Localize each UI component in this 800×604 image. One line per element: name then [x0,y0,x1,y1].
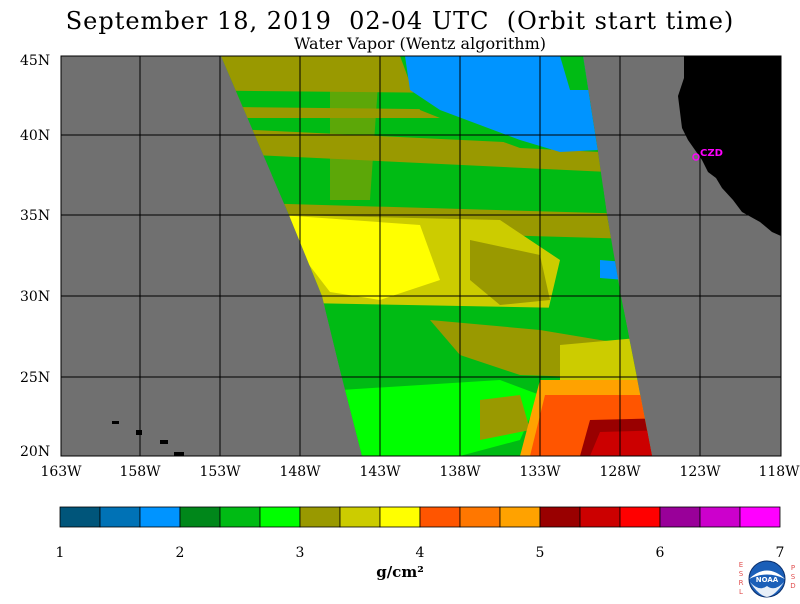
colorbar-swatch [499,506,541,528]
lon-label: 138W [439,464,481,480]
lon-label: 128W [599,464,641,480]
lat-label: 20N [20,444,50,460]
logo-letter: L [739,588,743,596]
logo-letter: R [739,579,744,587]
colorbar-swatch [139,506,181,528]
colorbar-swatch [419,506,461,528]
lon-label: 118W [758,464,800,480]
logo-letter: S [739,570,744,578]
colorbar-tick-label: 7 [776,545,785,561]
logo-letter: D [790,582,795,590]
colorbar-swatch [619,506,661,528]
latitude-labels: 45N 40N 35N 30N 25N 20N [20,53,50,460]
map-title: September 18, 2019 02-04 UTC (Orbit star… [65,7,735,35]
lon-label: 148W [279,464,321,480]
lat-label: 25N [20,370,50,386]
colorbar-swatch [579,506,621,528]
colorbar-tick-label: 2 [176,545,185,561]
colorbar-swatch [299,506,341,528]
station-marker-icon [692,153,700,161]
colorbar-swatch [379,506,421,528]
colorbar-swatch [339,506,381,528]
colorbar-swatch [739,506,781,528]
lat-label: 30N [20,289,50,305]
colorbar-tick-label: 1 [56,545,65,561]
units-label: g/cm² [376,563,424,581]
noaa-emblem-icon: E S R L P S D NOAA [739,560,796,598]
lon-label: 143W [359,464,401,480]
colorbar-swatch [539,506,581,528]
colorbar-tick-label: 6 [656,545,665,561]
colorbar-tick-label: 5 [536,545,545,561]
map-frame [60,55,782,457]
longitude-labels: 163W 158W 153W 148W 143W 138W 133W 128W … [40,464,800,480]
colorbar-swatch [179,506,221,528]
land-north-america [678,56,781,236]
station-label: CZD [700,148,723,159]
noaa-logo: E S R L P S D NOAA [735,558,797,604]
lat-label: 45N [20,53,50,69]
lon-label: 153W [199,464,241,480]
colorbar-swatch [59,506,101,528]
colorbar-swatch [699,506,741,528]
colorbar-swatch [259,506,301,528]
lon-label: 163W [40,464,82,480]
logo-letter: P [791,564,795,572]
logo-letter: S [791,573,796,581]
hawaii-islands [112,421,184,456]
lat-label: 40N [20,128,50,144]
lon-label: 123W [679,464,721,480]
map-subtitle: Water Vapor (Wentz algorithm) [293,34,546,53]
colorbar-tick-label: 4 [416,545,425,561]
lat-label: 35N [20,208,50,224]
colorbar-ticks: 1 2 3 4 5 6 7 [56,545,785,561]
logo-center-text: NOAA [756,576,779,584]
colorbar-swatch [99,506,141,528]
logo-letter: E [739,561,743,569]
colorbar-tick-label: 3 [296,545,305,561]
colorbar [59,506,781,528]
colorbar-swatch [459,506,501,528]
lon-label: 133W [519,464,561,480]
lat-lon-grid [61,56,781,456]
colorbar-swatch [659,506,701,528]
lon-label: 158W [119,464,161,480]
colorbar-swatch [219,506,261,528]
